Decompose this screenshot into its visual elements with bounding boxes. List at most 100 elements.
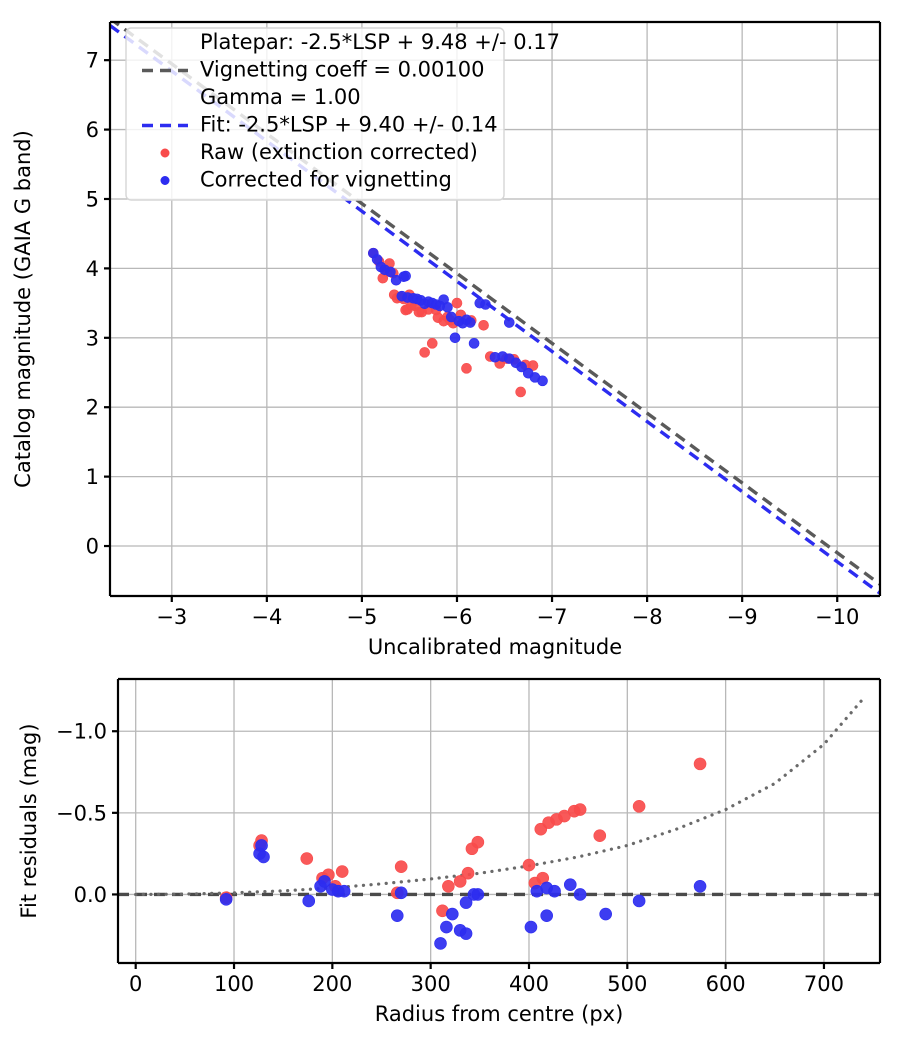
legend-box [125, 27, 505, 201]
legend-marker-raw-dot [160, 148, 170, 158]
series-points-corrected [368, 247, 548, 387]
data-point [537, 375, 548, 387]
data-point [219, 893, 233, 906]
x-tick-label: 400 [509, 972, 549, 996]
data-point [471, 888, 485, 901]
y-tick-label: −0.5 [56, 801, 107, 825]
legend-entry-label: Platepar: -2.5*LSP + 9.48 +/- 0.17 [200, 30, 560, 54]
y-tick-label: −1.0 [56, 720, 107, 744]
panel-fit-residuals: 0 100 200 300 400 500 600 700 0.0 −0.5 −1.0 Radius … [17, 677, 882, 1026]
x-tick-label: −10 [815, 605, 859, 629]
x-axis-label: Uncalibrated magnitude [368, 635, 622, 659]
x-tick-label: 0 [129, 972, 142, 996]
data-point [394, 886, 408, 900]
data-point [385, 266, 396, 278]
y-tick-label: 7 [86, 49, 99, 73]
legend-entry-label: Gamma = 1.00 [200, 85, 361, 109]
data-point [461, 866, 475, 880]
data-point [548, 884, 561, 898]
y-axis-label: Fit residuals (mag) [17, 723, 41, 918]
series-line-fit-2-5-lsp-9-40-0-14 [110, 24, 880, 595]
legend: Platepar: -2.5*LSP + 9.48 +/- 0.17 Vignet… [125, 27, 560, 201]
y-tick-label: 1 [86, 465, 99, 489]
gridlines-fit-residuals [118, 679, 880, 963]
data-point [394, 860, 408, 874]
data-point [300, 852, 314, 865]
data-point [426, 338, 438, 349]
data-layer-photometry-calibration [110, 22, 880, 595]
data-point [527, 360, 539, 371]
data-point [524, 920, 538, 934]
x-axis-label: Radius from centre (px) [375, 1002, 624, 1026]
data-point [471, 835, 485, 849]
data-point [390, 909, 404, 922]
x-tick-label: 700 [804, 972, 844, 996]
data-point [503, 317, 515, 328]
x-tick-label: −4 [251, 605, 282, 629]
y-tick-label: 5 [86, 187, 99, 211]
data-point [632, 800, 646, 813]
x-tick-label: −3 [156, 605, 187, 629]
data-point [693, 757, 707, 771]
data-point [599, 907, 612, 921]
legend-entry-label: Vignetting coeff = 0.00100 [200, 58, 484, 82]
data-point [318, 875, 331, 888]
data-point [563, 878, 577, 891]
data-point [573, 803, 587, 816]
series-line-vignetting-curve [134, 696, 865, 897]
series-line-platepar-2-5-lsp-9-48-0-17 [111, 22, 880, 586]
data-point [516, 361, 527, 373]
x-tick-label: −6 [441, 605, 472, 629]
legend-entry-label: Raw (extinction corrected) [200, 140, 478, 164]
data-point [593, 829, 607, 842]
y-tick-label: 6 [86, 118, 99, 142]
x-tick-label: −9 [727, 605, 758, 629]
data-point [449, 332, 461, 344]
data-point [451, 297, 463, 309]
data-point [632, 894, 646, 908]
x-tick-label: −5 [346, 605, 377, 629]
data-point [400, 270, 411, 282]
data-point [440, 920, 453, 934]
data-point [335, 865, 349, 878]
data-point [461, 363, 472, 374]
data-layer-fit-residuals [118, 696, 880, 950]
y-axis-label: Catalog magnitude (GAIA G band) [11, 130, 35, 488]
x-tick-label: 500 [607, 972, 647, 996]
y-tick-label: 4 [86, 257, 99, 281]
data-point [442, 301, 453, 313]
y-tick-label: 3 [86, 326, 99, 350]
data-point [459, 927, 473, 940]
data-point [480, 299, 491, 310]
series-points-corrected [219, 839, 707, 950]
data-point [468, 338, 480, 349]
data-point [464, 317, 476, 328]
x-tick-label: 600 [706, 972, 746, 996]
x-tick-label: 300 [411, 972, 451, 996]
data-point [302, 894, 316, 908]
data-point [255, 839, 268, 852]
data-point [693, 879, 707, 893]
data-point [515, 386, 526, 398]
data-point [257, 850, 270, 864]
data-point [419, 347, 430, 358]
y-tick-label: 0.0 [74, 883, 107, 907]
legend-marker-corrected-dot [160, 176, 170, 186]
x-tick-label: 100 [214, 972, 254, 996]
data-point [337, 884, 351, 898]
data-point [445, 907, 459, 921]
data-point [522, 858, 536, 872]
data-point [478, 320, 489, 331]
data-point [453, 875, 467, 888]
x-tick-label: −7 [537, 605, 568, 629]
y-tick-label: 0 [86, 535, 99, 559]
y-tick-label: 2 [86, 396, 99, 420]
x-tick-label: −8 [632, 605, 663, 629]
legend-entry-label: Fit: -2.5*LSP + 9.40 +/- 0.14 [200, 113, 498, 137]
plot-background-fit-residuals [118, 679, 880, 963]
data-point [573, 888, 587, 901]
data-point [459, 896, 473, 909]
data-point [442, 879, 455, 893]
